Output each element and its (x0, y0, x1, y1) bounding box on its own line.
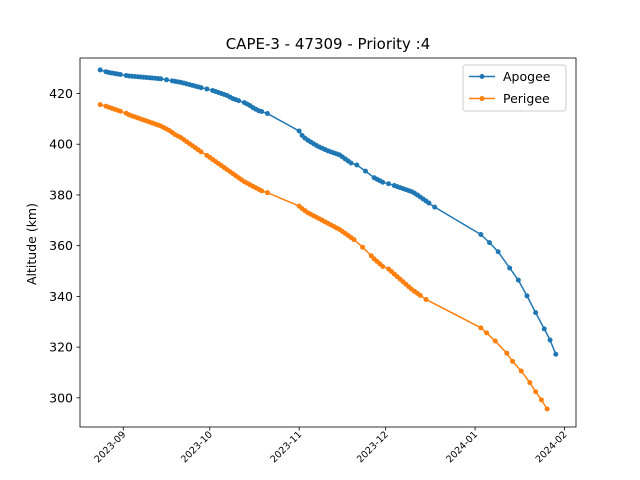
legend-label: Perigee (503, 91, 550, 106)
data-point (380, 179, 386, 185)
legend: Apogee Perigee (462, 64, 567, 112)
data-point (426, 200, 432, 206)
legend-label: Apogee (503, 69, 551, 84)
data-point (518, 368, 524, 374)
legend-marker (479, 96, 485, 101)
y-tick-label: 360 (49, 238, 73, 253)
plot-area (80, 58, 576, 427)
y-tick-label: 300 (49, 390, 73, 405)
y-tick-label: 340 (49, 289, 73, 304)
series-layer (97, 67, 559, 412)
data-point (198, 149, 204, 155)
data-point (533, 389, 539, 395)
series-perigee (97, 102, 550, 412)
data-point (354, 162, 360, 168)
data-point (484, 330, 490, 336)
data-point (541, 326, 547, 332)
chart-title: CAPE-3 - 47309 - Priority :4 (226, 35, 431, 53)
legend-entry-apogee: Apogee (469, 69, 551, 84)
data-point (538, 397, 544, 403)
data-point (507, 265, 513, 271)
legend-marker (479, 74, 485, 79)
data-point (264, 190, 270, 196)
y-tick-label: 400 (49, 137, 73, 152)
data-point (492, 338, 498, 344)
data-point (533, 310, 539, 316)
series-apogee (97, 67, 559, 357)
data-point (360, 244, 366, 250)
data-point (515, 277, 521, 283)
data-point (432, 204, 438, 210)
data-point (97, 102, 103, 108)
data-point (504, 350, 510, 356)
plot-background (80, 58, 576, 427)
axes-frame (79, 57, 577, 428)
data-point (117, 71, 123, 77)
data-point (510, 358, 516, 364)
data-point (164, 77, 170, 83)
data-point (478, 232, 484, 238)
data-point (296, 128, 302, 134)
y-tick-label: 380 (49, 187, 73, 202)
y-tick-label: 320 (49, 340, 73, 355)
data-point (259, 188, 265, 194)
data-point (553, 351, 559, 357)
data-point (547, 337, 553, 343)
data-point (198, 85, 204, 91)
y-tick-label: 420 (49, 86, 73, 101)
data-point (264, 111, 270, 117)
data-point (351, 237, 357, 243)
data-point (348, 160, 354, 166)
data-point (417, 292, 423, 298)
data-point (524, 293, 530, 299)
data-point (527, 380, 533, 386)
data-point (97, 67, 103, 73)
legend-entry-perigee: Perigee (469, 91, 550, 106)
data-point (386, 181, 392, 187)
data-point (204, 86, 210, 92)
data-point (259, 109, 265, 115)
data-point (423, 296, 429, 302)
data-point (380, 263, 386, 269)
data-point (544, 406, 550, 412)
data-point (495, 249, 501, 255)
data-point (478, 325, 484, 331)
data-point (486, 240, 492, 246)
data-point (362, 168, 368, 174)
data-point (236, 98, 242, 104)
data-point (158, 76, 164, 82)
y-axis-label: Altitude (km) (24, 203, 39, 285)
data-point (117, 108, 123, 114)
